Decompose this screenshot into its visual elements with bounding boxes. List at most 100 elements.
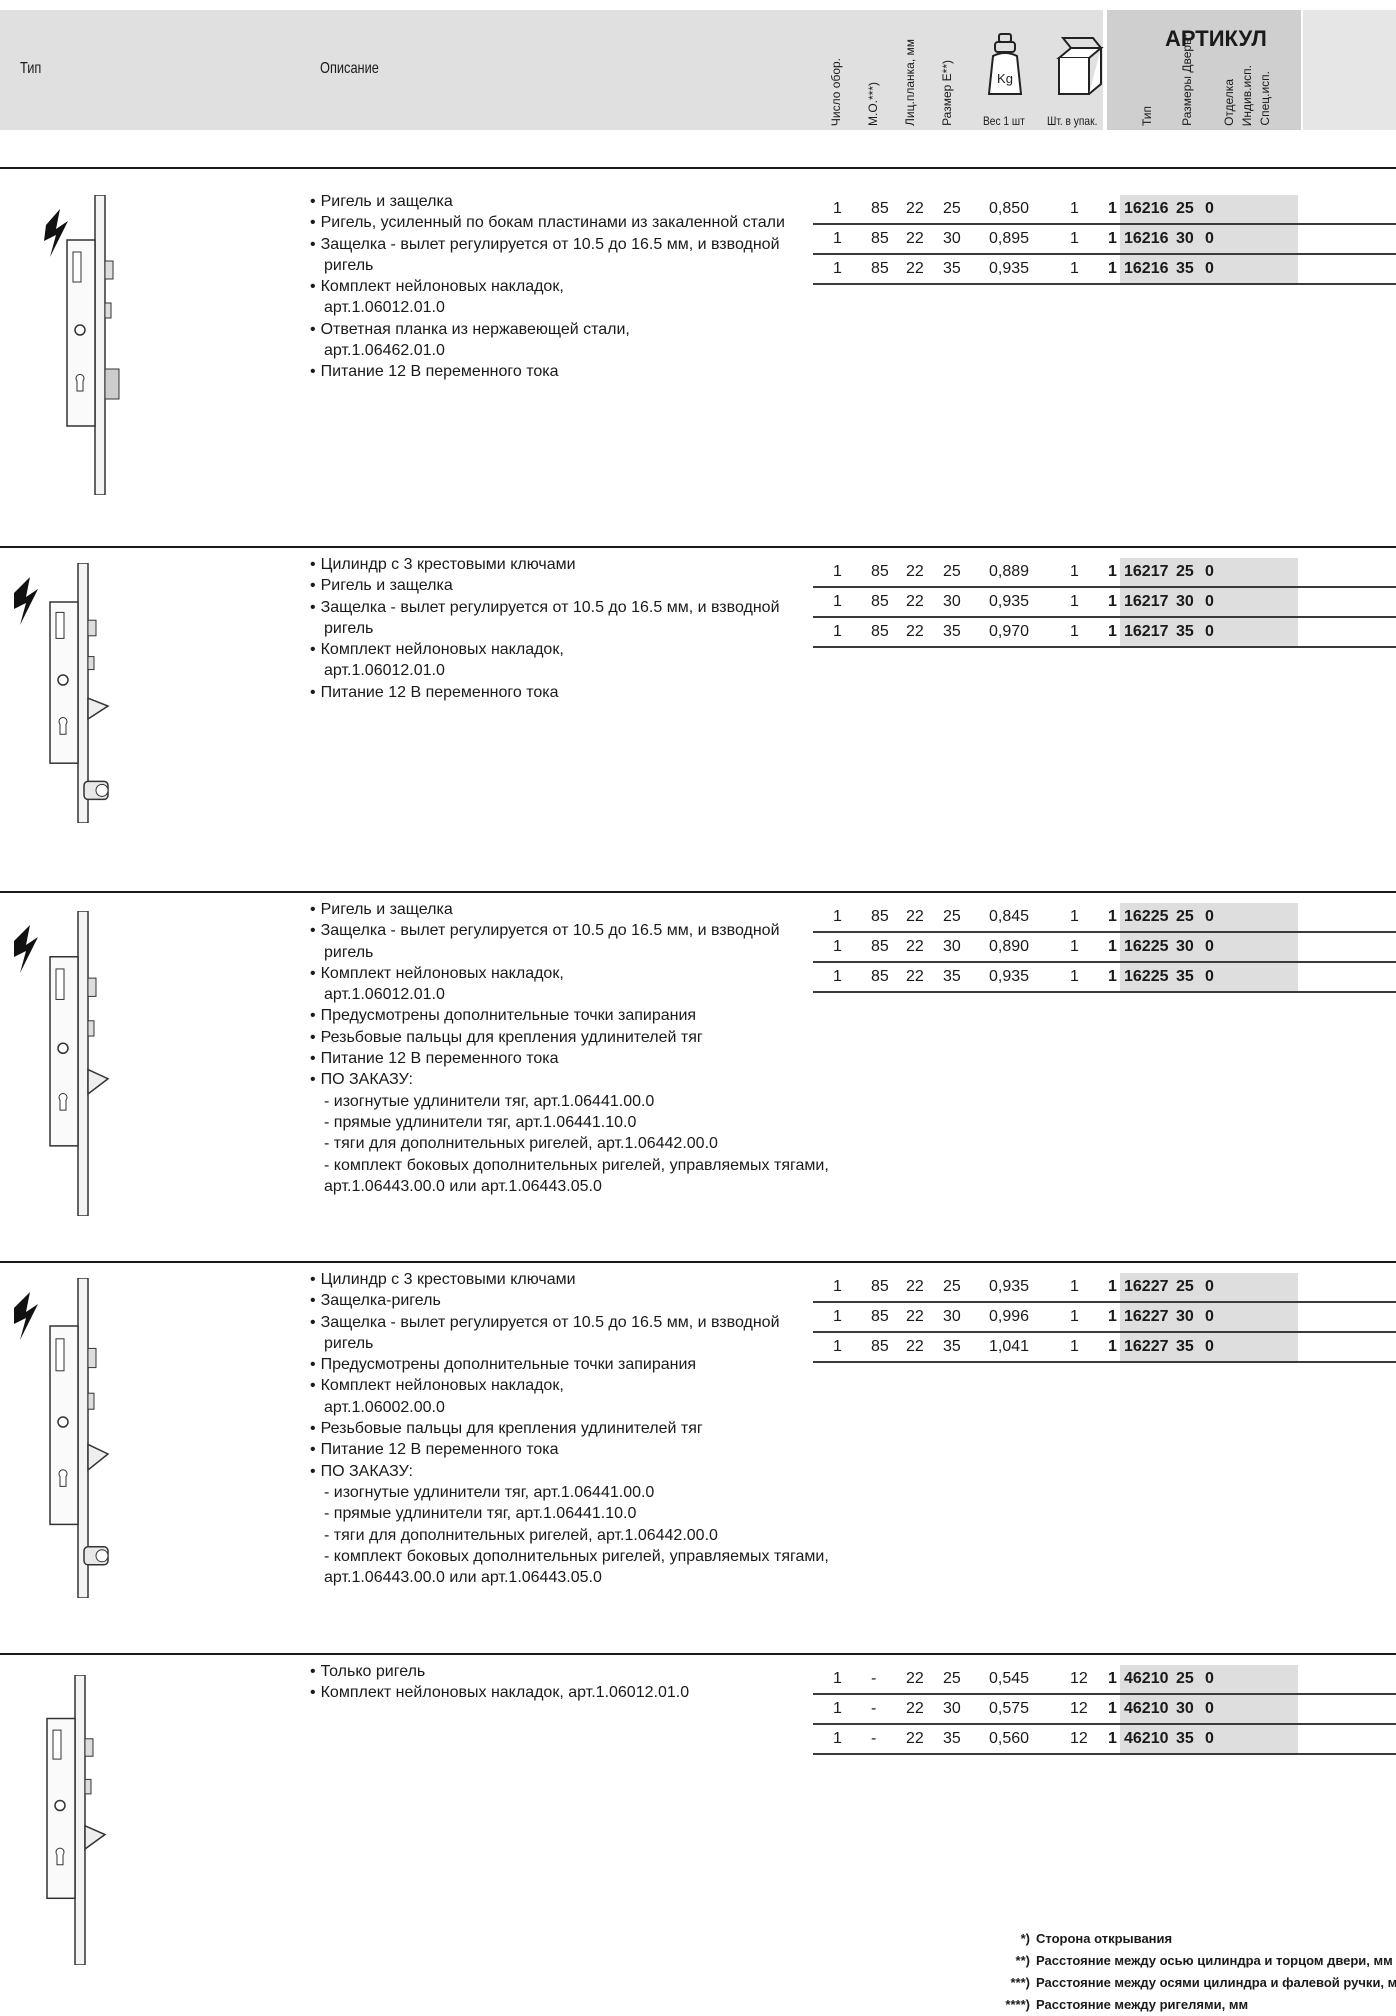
table-cell: 35 <box>1176 1730 1194 1747</box>
table-cell: 30 <box>1176 1308 1194 1325</box>
pack-column-label: Шт. в упак. <box>1047 114 1098 128</box>
table-cell: 1 <box>1108 200 1117 217</box>
size-column-label: Размер Е**) <box>940 60 954 126</box>
table-cell: 1 <box>1070 230 1079 247</box>
table-cell: 85 <box>871 563 889 580</box>
article-cell-background <box>1120 1725 1298 1753</box>
article-cell-background <box>1120 1665 1298 1693</box>
table-cell: 85 <box>871 260 889 277</box>
product-description: Только ригельКомплект нейлоновых накладо… <box>310 1661 790 1704</box>
footnote-text: Сторона открывания <box>1036 1931 1173 1946</box>
weight-icon-text: Kg <box>997 71 1013 86</box>
description-line: - комплект боковых дополнительных ригеле… <box>324 1547 829 1565</box>
table-row: 1 - 22 25 0,545 12 1 46210 25 0 <box>813 1665 1396 1695</box>
table-cell: 1 <box>833 938 842 955</box>
table-cell: - <box>871 1730 877 1747</box>
description-bullet: Цилиндр с 3 крестовыми ключами <box>310 1269 790 1290</box>
footnote-text: Расстояние между ригелями, мм <box>1036 1997 1249 2012</box>
table-cell: 35 <box>1176 623 1194 640</box>
table-cell: 0 <box>1205 563 1214 580</box>
footnote: ****) Расстояние между ригелями, мм <box>960 1994 1396 2016</box>
mo-column-label: М.О.***) <box>866 81 880 126</box>
table-cell: 22 <box>906 230 924 247</box>
table-cell: 30 <box>1176 1700 1194 1717</box>
table-cell: 1 <box>1108 563 1117 580</box>
table-cell: 85 <box>871 1308 889 1325</box>
description-line: - комплект боковых дополнительных ригеле… <box>324 1156 829 1174</box>
description-line: арт.1.06012.01.0 <box>324 299 445 317</box>
description-bullet: Питание 12 В переменного тока <box>310 1439 790 1460</box>
description-bullet: Комплект нейлоновых накладок, <box>310 639 790 660</box>
table-cell: 16217 <box>1124 593 1169 610</box>
table-cell: 0,889 <box>989 563 1030 580</box>
table-cell: 1 <box>833 1670 842 1687</box>
spec-table: 1 85 22 25 0,845 1 1 16225 25 0 1 85 22 30 0,890 1 1 1622… <box>813 903 1396 993</box>
table-cell: 22 <box>906 563 924 580</box>
table-cell: 30 <box>943 1308 961 1325</box>
table-cell: 1 <box>833 593 842 610</box>
footnotes: *) Сторона открывания **) Расстояние между … <box>960 1928 1396 2016</box>
table-cell: 0,895 <box>989 230 1030 247</box>
table-cell: 22 <box>906 938 924 955</box>
table-cell: 0 <box>1205 200 1214 217</box>
description-bullet: Защелка - вылет регулируется от 10.5 до … <box>310 597 790 618</box>
table-cell: 16217 <box>1124 623 1169 640</box>
footnote-marker: ***) <box>1010 1975 1030 1990</box>
article-cell-background <box>1120 933 1298 961</box>
table-row: 1 85 22 30 0,890 1 1 16225 30 0 <box>813 933 1396 963</box>
description-bullet: Предусмотрены дополнительные точки запир… <box>310 1005 790 1026</box>
table-cell: 0,890 <box>989 938 1030 955</box>
table-cell: 35 <box>1176 260 1194 277</box>
description-bullet: Комплект нейлоновых накладок, <box>310 1375 790 1396</box>
table-cell: 0 <box>1205 1338 1214 1355</box>
footnote-marker: **) <box>1015 1953 1030 1968</box>
table-cell: 0,935 <box>989 260 1030 277</box>
table-cell: 1 <box>1108 1338 1117 1355</box>
table-cell: 1 <box>833 200 842 217</box>
table-cell: 0,845 <box>989 908 1030 925</box>
description-bullet: Питание 12 В переменного тока <box>310 682 790 703</box>
table-cell: 46210 <box>1124 1730 1169 1747</box>
header-gap <box>1103 10 1107 130</box>
description-line: - тяги для дополнительных ригелей, арт.1… <box>324 1135 718 1153</box>
description-line: арт.1.06012.01.0 <box>324 662 445 680</box>
table-cell: 0 <box>1205 230 1214 247</box>
description-bullet: Ригель и защелка <box>310 899 790 920</box>
table-cell: - <box>871 1700 877 1717</box>
table-row: 1 85 22 30 0,996 1 1 16227 30 0 <box>813 1303 1396 1333</box>
table-cell: 0 <box>1205 1308 1214 1325</box>
table-cell: 30 <box>943 230 961 247</box>
description-line: ригель <box>324 1334 374 1352</box>
table-cell: 12 <box>1070 1730 1088 1747</box>
table-cell: 30 <box>943 593 961 610</box>
section-rule <box>0 546 1396 548</box>
table-cell: 1 <box>1108 1278 1117 1295</box>
table-cell: 1 <box>1070 908 1079 925</box>
description-bullet: Защелка - вылет регулируется от 10.5 до … <box>310 1312 790 1333</box>
table-cell: 25 <box>943 200 961 217</box>
section-rule <box>0 1261 1396 1263</box>
description-bullet: Комплект нейлоновых накладок, <box>310 963 790 984</box>
article-header-band <box>1107 10 1301 130</box>
lock-product-image <box>10 1277 140 1599</box>
footnote-marker: ****) <box>1005 1997 1030 2012</box>
header-rule <box>0 167 1396 169</box>
description-bullet: Предусмотрены дополнительные точки запир… <box>310 1354 790 1375</box>
table-cell: 35 <box>943 1730 961 1747</box>
table-cell: 22 <box>906 1278 924 1295</box>
table-row: 1 - 22 30 0,575 12 1 46210 30 0 <box>813 1695 1396 1725</box>
table-cell: 0 <box>1205 938 1214 955</box>
article-special-label: Спец.исп. <box>1258 71 1272 126</box>
table-cell: 22 <box>906 260 924 277</box>
article-cell-background <box>1120 255 1298 283</box>
description-bullet: ПО ЗАКАЗУ: <box>310 1069 790 1090</box>
table-cell: 25 <box>1176 200 1194 217</box>
section-rule <box>0 1653 1396 1655</box>
type-column-label: Тип <box>20 60 42 77</box>
table-cell: 22 <box>906 1730 924 1747</box>
table-row: 1 85 22 30 0,895 1 1 16216 30 0 <box>813 225 1396 255</box>
table-row: 1 85 22 35 1,041 1 1 16227 35 0 <box>813 1333 1396 1363</box>
table-cell: - <box>871 1670 877 1687</box>
table-cell: 25 <box>1176 908 1194 925</box>
table-cell: 12 <box>1070 1670 1088 1687</box>
